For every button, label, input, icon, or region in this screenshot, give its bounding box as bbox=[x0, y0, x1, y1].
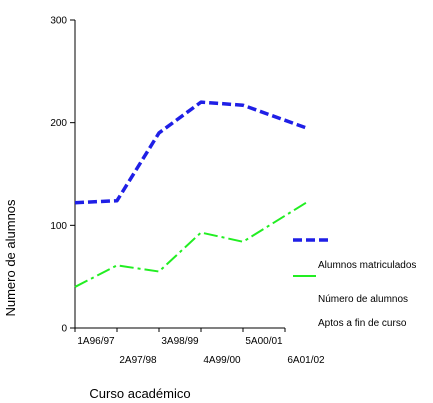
y-tick-label: 0 bbox=[61, 324, 67, 335]
x-tick-label: 4A99/00 bbox=[203, 355, 241, 366]
x-tick-label: 1A96/97 bbox=[77, 336, 115, 347]
legend: Alumnos matriculados Número de alumnos A… bbox=[293, 238, 416, 329]
y-tick-label: 200 bbox=[50, 118, 67, 129]
x-axis-title: Curso académico bbox=[89, 386, 190, 401]
x-tick-label: 5A00/01 bbox=[245, 336, 283, 347]
x-tick-label: 2A97/98 bbox=[119, 355, 157, 366]
series-line-alumnos-matriculados bbox=[74, 100, 307, 205]
legend-label-alumnos-matriculados: Alumnos matriculados bbox=[318, 260, 416, 271]
series-line-aptos bbox=[74, 201, 307, 288]
x-tick-label: 3A98/99 bbox=[161, 336, 199, 347]
axes bbox=[74, 20, 285, 329]
series-lines bbox=[74, 100, 307, 288]
y-tick-label: 300 bbox=[50, 16, 67, 27]
y-axis-title: Numero de alumnos bbox=[3, 199, 18, 317]
legend-label-aptos-fin-curso: Aptos a fin de curso bbox=[318, 318, 407, 329]
y-tick-label: 100 bbox=[50, 221, 67, 232]
x-tick-label: 6A01/02 bbox=[287, 355, 325, 366]
y-ticks: 0 100 200 300 bbox=[50, 16, 75, 335]
x-ticks: 1A96/97 2A97/98 3A98/99 4A99/00 5A00/01 6A01/… bbox=[74, 328, 325, 366]
legend-label-numero-de-alumnos: Número de alumnos bbox=[318, 294, 408, 305]
